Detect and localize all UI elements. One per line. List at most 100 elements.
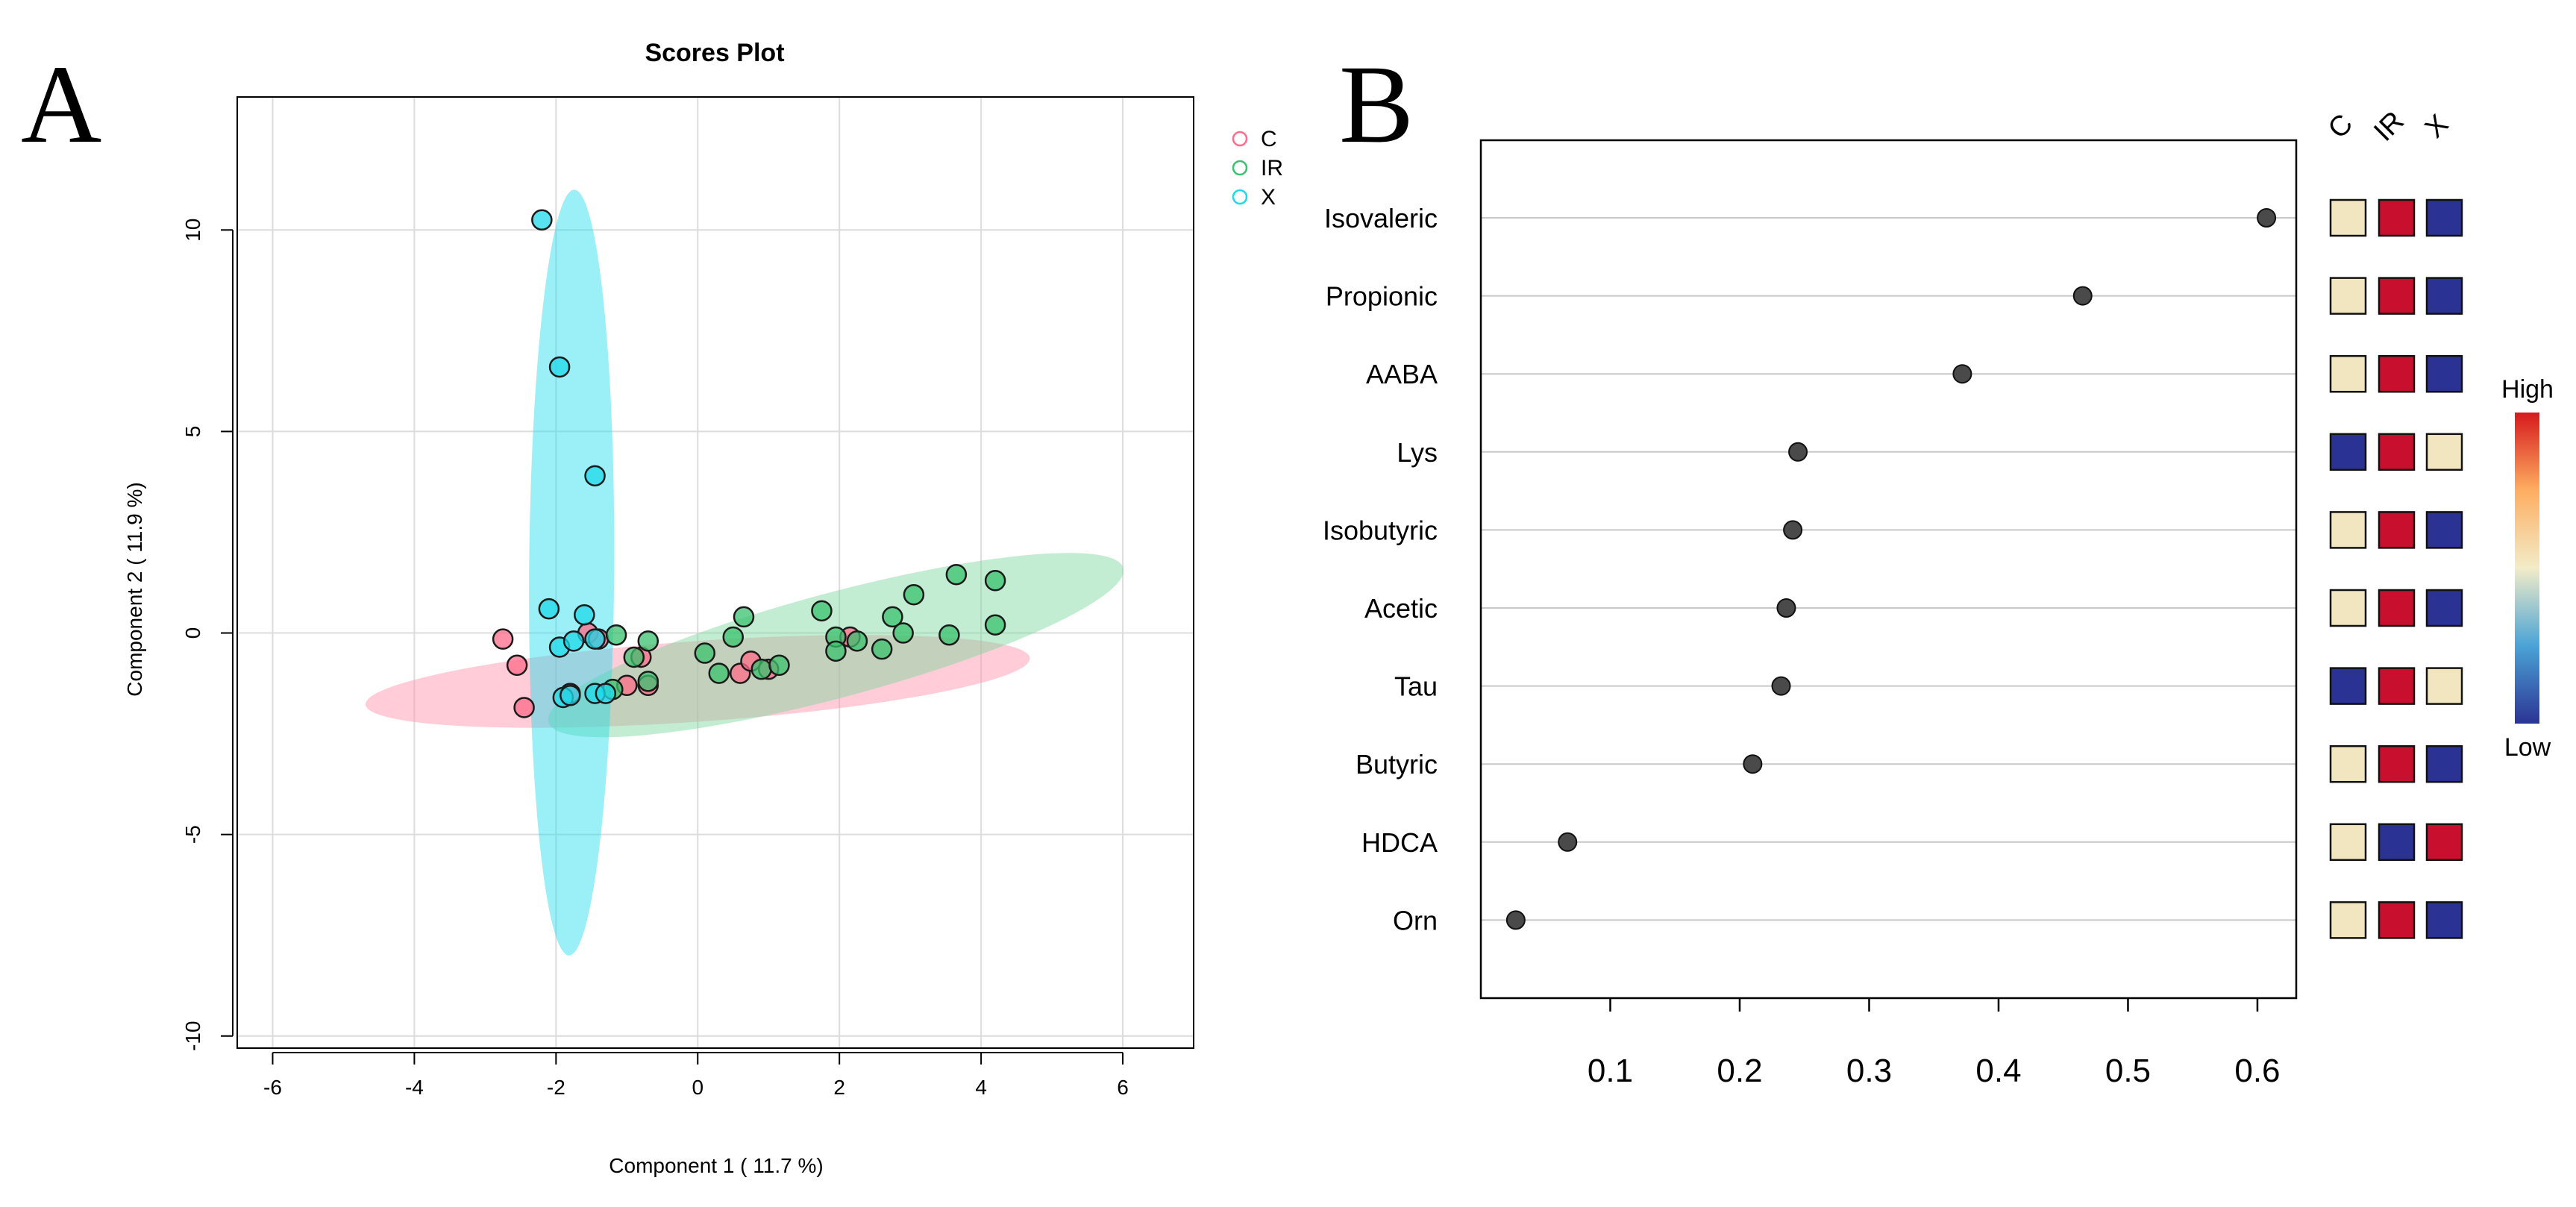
score-point-ir bbox=[750, 658, 772, 680]
scores-ellipses bbox=[366, 189, 1124, 956]
heatmap-cell bbox=[2425, 511, 2463, 549]
heatmap-cell bbox=[2378, 823, 2416, 862]
vip-x-tick-label: 0.4 bbox=[1975, 1053, 2021, 1089]
score-point-c bbox=[492, 628, 514, 650]
heatmap-cell bbox=[2329, 667, 2367, 705]
scores-y-tick-label: -10 bbox=[181, 1021, 204, 1051]
vip-feature-label: Butyric bbox=[1356, 749, 1438, 780]
heatmap-cell bbox=[2425, 744, 2463, 783]
legend-marker-x bbox=[1232, 189, 1248, 205]
heatmap-cell bbox=[2425, 823, 2463, 862]
score-point-ir bbox=[768, 654, 790, 677]
vip-point bbox=[1505, 910, 1526, 930]
vip-point bbox=[2072, 286, 2093, 306]
heatmap-cell bbox=[2329, 511, 2367, 549]
colorbar-gradient bbox=[2515, 413, 2539, 724]
score-point-ir bbox=[984, 570, 1006, 592]
heatmap-cell bbox=[2329, 277, 2367, 315]
score-point-x bbox=[562, 630, 585, 652]
vip-feature-label: Orn bbox=[1393, 905, 1438, 935]
vip-x-tick-label: 0.3 bbox=[1846, 1053, 1892, 1089]
scores-y-tick-label: -5 bbox=[181, 825, 204, 844]
vip-point bbox=[1771, 676, 1791, 696]
heatmap-column-label: IR bbox=[2368, 105, 2410, 148]
score-point-ir bbox=[623, 646, 645, 668]
vip-feature-label: Acetic bbox=[1364, 593, 1438, 624]
heatmap-cell bbox=[2425, 277, 2463, 315]
vip-feature-labels: Isovaleric Propionic AABA Lys Isobutyric Acet… bbox=[1323, 203, 1438, 935]
heatmap-cell bbox=[2329, 823, 2367, 862]
score-point-x bbox=[538, 598, 560, 620]
scores-x-axis-label: Component 1 ( 11.7 %) bbox=[609, 1154, 823, 1177]
heatmap-cell bbox=[2378, 901, 2416, 939]
vip-point bbox=[1788, 442, 1808, 462]
heatmap-cell bbox=[2329, 589, 2367, 627]
vip-plot: Isovaleric Propionic AABA Lys Isobutyric Acet… bbox=[1323, 105, 2554, 1089]
vip-point bbox=[1743, 754, 1763, 774]
score-point-x bbox=[548, 356, 571, 378]
vip-feature-label: AABA bbox=[1366, 359, 1438, 389]
scores-x-axis: -6 -4 -2 0 2 4 6 bbox=[263, 1052, 1129, 1099]
heatmap-cell bbox=[2378, 198, 2416, 237]
score-point-ir bbox=[846, 630, 868, 652]
heatmap-column-label: X bbox=[2419, 109, 2455, 145]
score-point-ir bbox=[882, 606, 903, 628]
score-point-ir bbox=[811, 600, 833, 622]
score-point-x bbox=[574, 604, 595, 626]
heatmap-cell bbox=[2329, 198, 2367, 237]
legend-marker-ir bbox=[1232, 160, 1248, 176]
score-point-x bbox=[584, 465, 606, 487]
score-point-c bbox=[506, 654, 528, 677]
scores-x-tick-label: -4 bbox=[405, 1076, 424, 1099]
heatmap-cell bbox=[2378, 511, 2416, 549]
scores-y-axis: -10 -5 0 5 10 bbox=[181, 219, 234, 1051]
score-point-ir bbox=[871, 638, 893, 660]
scores-x-tick-label: 4 bbox=[975, 1076, 987, 1099]
scores-plot: Scores Plot -6 -4 -2 0 2 4 6 -10 -5 0 5 10 Compone… bbox=[123, 39, 1283, 1177]
heatmap-cell bbox=[2329, 354, 2367, 393]
vip-point bbox=[1776, 598, 1796, 618]
score-point-ir bbox=[637, 630, 659, 652]
scores-x-tick-label: 0 bbox=[692, 1076, 703, 1099]
scores-y-tick-label: 5 bbox=[181, 426, 204, 438]
scores-y-axis-label: Component 2 ( 11.9 %) bbox=[123, 482, 146, 696]
vip-point bbox=[2257, 208, 2277, 228]
heatmap-cell bbox=[2329, 901, 2367, 939]
confidence-ellipse-x bbox=[529, 189, 615, 956]
heatmap-cell bbox=[2329, 744, 2367, 783]
scores-x-tick-label: -2 bbox=[547, 1076, 565, 1099]
scores-points bbox=[492, 209, 1006, 718]
vip-colorbar: High Low bbox=[2501, 375, 2554, 762]
heatmap-cell bbox=[2425, 589, 2463, 627]
legend-label-x: X bbox=[1261, 185, 1276, 210]
score-point-ir bbox=[733, 606, 755, 628]
vip-feature-label: Isovaleric bbox=[1324, 203, 1438, 233]
vip-point bbox=[1783, 520, 1803, 540]
vip-feature-label: Isobutyric bbox=[1323, 515, 1438, 545]
vip-feature-label: HDCA bbox=[1361, 827, 1438, 858]
score-point-ir bbox=[637, 671, 659, 692]
heatmap-cell bbox=[2378, 277, 2416, 315]
score-point-x bbox=[531, 209, 553, 231]
score-point-ir bbox=[945, 563, 968, 586]
vip-feature-label: Tau bbox=[1394, 671, 1438, 702]
vip-x-tick-label: 0.1 bbox=[1588, 1053, 1633, 1089]
score-point-ir bbox=[984, 614, 1006, 636]
heatmap-cell bbox=[2329, 433, 2367, 471]
legend-label-c: C bbox=[1261, 127, 1277, 151]
score-point-ir bbox=[605, 624, 627, 646]
score-point-x bbox=[560, 685, 581, 706]
scores-x-tick-label: 6 bbox=[1117, 1076, 1129, 1099]
heatmap-cell bbox=[2425, 198, 2463, 237]
scores-x-tick-label: 2 bbox=[833, 1076, 845, 1099]
score-point-ir bbox=[825, 640, 847, 662]
colorbar-high-label: High bbox=[2501, 375, 2554, 404]
heatmap-column-label: C bbox=[2322, 108, 2359, 145]
heatmap-cell bbox=[2378, 589, 2416, 627]
heatmap-cell bbox=[2378, 354, 2416, 393]
score-point-c bbox=[513, 697, 535, 718]
score-point-ir bbox=[938, 624, 960, 646]
vip-feature-label: Propionic bbox=[1326, 281, 1438, 312]
score-point-x bbox=[595, 683, 617, 704]
